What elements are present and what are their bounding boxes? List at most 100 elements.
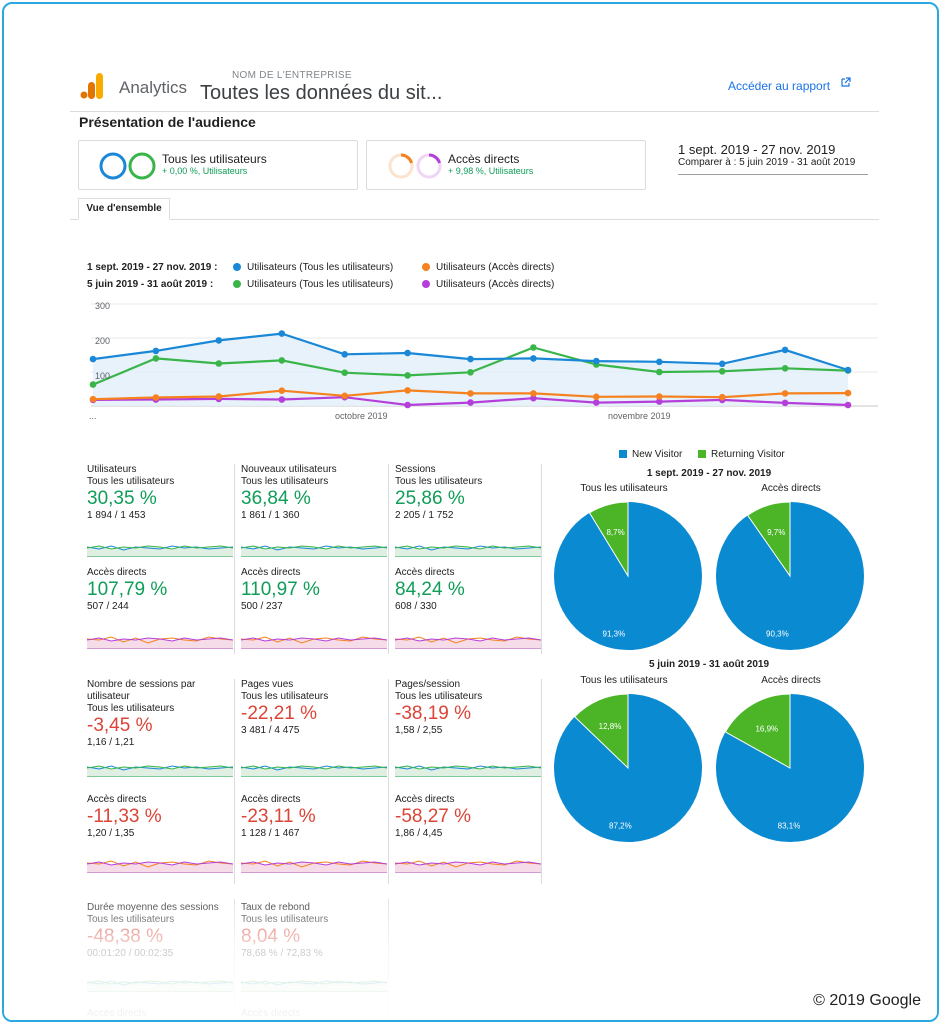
metric-segment: Accès directs — [87, 794, 147, 805]
metric-segment: Accès directs — [87, 567, 147, 578]
data-point — [278, 387, 286, 395]
data-point — [215, 393, 223, 400]
copyright: © 2019 Google — [813, 992, 921, 1009]
visitor-pie-charts[interactable]: 8,7% 91,3% 9,7% 90,3% 12,8% 87,2% 16,9% 83,1% — [4, 4, 939, 1022]
metric-name: Nombre de sessions par utilisateur — [87, 679, 196, 702]
metric-tile-direct[interactable]: Accès directs -11,33 % 1,20 / 1,35 — [87, 794, 233, 840]
date-range-underline — [678, 174, 868, 175]
data-point — [656, 398, 663, 405]
metric-segment: Accès directs — [241, 567, 301, 578]
legend-item: Utilisateurs (Tous les utilisateurs) — [233, 279, 393, 290]
pie-title: Tous les utilisateurs — [580, 483, 668, 494]
metric-tile[interactable]: Utilisateurs Tous les utilisateurs 30,35 %… — [87, 464, 233, 522]
x-tick-label: ... — [89, 411, 97, 421]
metric-tile[interactable]: Pages/session Tous les utilisateurs -38,19… — [395, 679, 541, 737]
sparkline — [87, 860, 233, 873]
header-divider — [70, 111, 879, 112]
data-point — [404, 372, 411, 379]
app-name: Analytics — [119, 78, 188, 97]
data-point — [341, 392, 349, 400]
metric-segment: Tous les utilisateurs — [395, 691, 483, 702]
metric-tile-direct[interactable]: Accès directs 84,24 % 608 / 330 — [395, 567, 541, 613]
pie-group-date: 5 juin 2019 - 31 août 2019 — [648, 659, 770, 670]
metric-segment: Accès directs — [395, 567, 455, 578]
metric-tile[interactable]: Pages vues Tous les utilisateurs -22,21 % 3… — [241, 679, 387, 737]
pie-slice-returning-visitor — [724, 693, 791, 769]
tab-overview[interactable]: Vue d'ensemble — [78, 198, 170, 220]
pie-legend-item: New Visitor — [619, 449, 682, 460]
metric-tile-direct[interactable]: Accès directs 107,79 % 507 / 244 — [87, 567, 233, 613]
metric-values: 3 481 / 4 475 — [241, 725, 300, 736]
metric-change: -3,45 % — [87, 715, 153, 736]
segment-card-all-users[interactable]: Tous les utilisateurs + 0,00 %, Utilisat… — [78, 140, 358, 190]
legend-dot — [233, 263, 241, 271]
sparkline — [395, 636, 541, 649]
column-divider — [388, 679, 389, 884]
metric-values: 1 128 / 1 467 — [241, 828, 300, 839]
metric-change: 84,24 % — [395, 579, 465, 600]
segment-card-direct[interactable]: Accès directs + 9,98 %, Utilisateurs — [366, 140, 646, 190]
data-point — [656, 393, 663, 400]
metric-tile-direct[interactable]: Accès directs -58,27 % 1,86 / 4,45 — [395, 794, 541, 840]
legend-item: Utilisateurs (Tous les utilisateurs) — [233, 262, 393, 273]
metric-change: 110,97 % — [241, 579, 320, 600]
pie-label: 83,1% — [778, 822, 801, 831]
sparkline — [241, 545, 387, 557]
sparkline — [395, 545, 541, 557]
metric-segment: Accès directs — [241, 794, 301, 805]
legend-item: Utilisateurs (Accès directs) — [422, 262, 554, 273]
metric-segment: Tous les utilisateurs — [395, 476, 483, 487]
data-point — [781, 390, 789, 397]
data-point — [656, 358, 663, 366]
metric-tile[interactable]: Nouveaux utilisateurs Tous les utilisateu… — [241, 464, 387, 522]
metric-values: 1,16 / 1,21 — [87, 737, 135, 748]
metric-segment: Tous les utilisateurs — [241, 691, 329, 702]
tab-divider — [70, 219, 879, 220]
metric-change: 36,84 % — [241, 488, 311, 509]
segment-subtext: + 0,00 %, Utilisateurs — [162, 166, 248, 176]
data-point — [278, 330, 286, 337]
metric-tile[interactable]: Sessions Tous les utilisateurs 25,86 % 2 20… — [395, 464, 541, 522]
data-point — [530, 355, 537, 362]
pie-label: 91,3% — [603, 630, 626, 639]
metric-tile[interactable]: Nombre de sessions par utilisateur Tous l… — [87, 679, 233, 749]
segment-rings-icon — [99, 152, 156, 180]
metric-segment: Tous les utilisateurs — [87, 476, 175, 487]
column-divider — [388, 464, 389, 654]
data-point — [278, 357, 286, 364]
data-point — [718, 393, 726, 401]
x-tick-label: octobre 2019 — [335, 411, 388, 421]
company-label: NOM DE L'ENTREPRISE — [232, 70, 352, 81]
metric-name: Utilisateurs — [87, 464, 137, 475]
legend-item: Utilisateurs (Accès directs) — [422, 279, 554, 290]
sparkline — [241, 765, 387, 777]
column-divider — [541, 464, 542, 654]
data-point — [152, 347, 160, 355]
data-point — [152, 394, 160, 401]
pie-label: 87,2% — [609, 822, 632, 831]
data-point — [404, 387, 411, 394]
data-point — [530, 390, 537, 397]
report-link[interactable]: Accéder au rapport — [728, 79, 831, 93]
legend-swatch — [619, 450, 627, 458]
metric-tile-direct[interactable]: Accès directs -23,11 % 1 128 / 1 467 — [241, 794, 387, 840]
data-point — [781, 399, 789, 407]
property-selector[interactable]: Toutes les données du sit... — [200, 82, 443, 104]
users-line-chart[interactable] — [4, 4, 939, 434]
external-link-icon[interactable] — [841, 77, 851, 87]
pie-title: Tous les utilisateurs — [580, 675, 668, 686]
data-point — [89, 355, 97, 363]
metric-tile-direct[interactable]: Accès directs 110,97 % 500 / 237 — [241, 567, 387, 613]
data-point — [467, 390, 474, 397]
metric-change: 30,35 % — [87, 488, 157, 509]
sparkline — [241, 860, 387, 873]
data-point — [404, 401, 411, 409]
data-point — [530, 394, 537, 402]
date-range-compare[interactable]: Comparer à : 5 juin 2019 - 31 août 2019 — [678, 157, 856, 168]
metric-change: -38,19 % — [395, 703, 472, 724]
date-range[interactable]: 1 sept. 2019 - 27 nov. 2019 — [678, 142, 836, 157]
pie-slice-returning-visitor — [573, 693, 629, 770]
pie-legend-item: Returning Visitor — [698, 449, 785, 460]
pie-label: 8,7% — [606, 528, 624, 537]
data-point — [467, 399, 474, 406]
